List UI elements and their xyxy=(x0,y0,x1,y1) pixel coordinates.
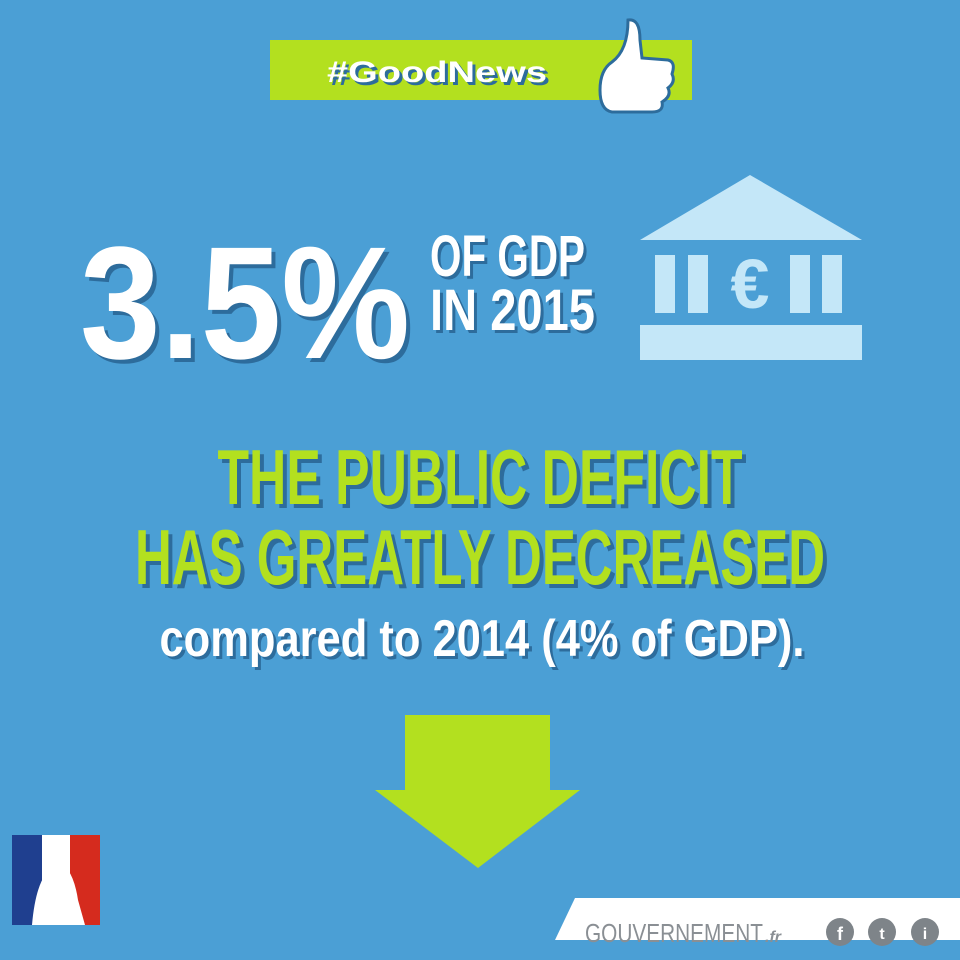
message-line1: THE PUBLIC DEFICIT xyxy=(218,433,743,521)
thumbs-up-icon xyxy=(598,18,675,114)
down-arrow xyxy=(375,715,580,868)
bank-icon xyxy=(640,175,862,360)
footer-bar xyxy=(555,898,960,940)
footer-brand: GOUVERNEMENT xyxy=(585,918,763,948)
headline-line2: IN 2015 xyxy=(430,278,595,343)
footer-brand-suffix: .fr xyxy=(765,929,782,946)
hashtag: #GoodNews xyxy=(327,56,547,89)
social-icons xyxy=(826,918,939,946)
headline-line1: OF GDP xyxy=(430,224,585,289)
message-line3: compared to 2014 (4% of GDP). xyxy=(160,610,805,668)
social-instagram[interactable]: i xyxy=(923,926,927,943)
social-twitter[interactable]: t xyxy=(879,926,885,943)
headline-figure: 3.5% xyxy=(80,213,410,392)
bank-symbol: € xyxy=(731,245,770,323)
government-logo xyxy=(12,835,100,925)
message-line2: HAS GREATLY DECREASED xyxy=(135,513,825,601)
social-facebook[interactable]: f xyxy=(837,924,844,944)
